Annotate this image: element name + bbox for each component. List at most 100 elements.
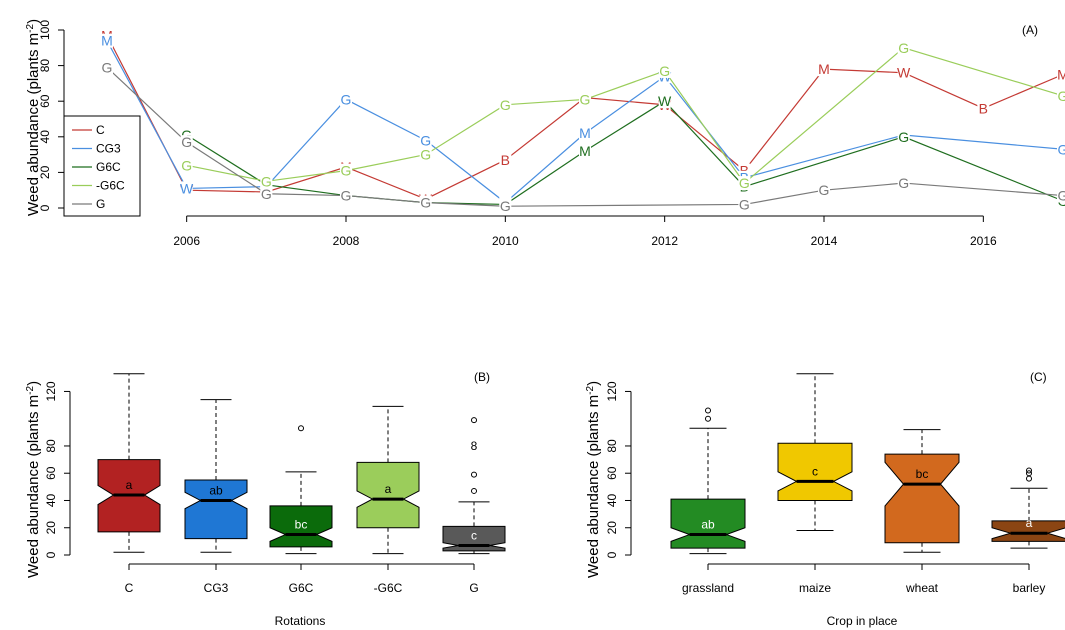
ytick-label: 40 <box>44 493 58 507</box>
data-point-marker: G <box>1058 88 1065 104</box>
panel-a-series: MWGMWBMWBMWBMMWGGGBMWBGGGGGGGMWBGGGGGGGG… <box>101 27 1065 214</box>
panel-c-boxes: ab c bc a <box>670 373 1065 555</box>
significance-letter: c <box>471 528 477 542</box>
outlier-point <box>705 407 711 414</box>
data-point-marker: G <box>898 129 909 145</box>
xtick-label: maize <box>799 581 831 595</box>
xtick-label: -G6C <box>374 581 403 595</box>
outlier-label: 8 <box>471 439 478 453</box>
series-line-path <box>106 66 1064 207</box>
ytick-label: 20 <box>605 521 619 535</box>
point-marker-bg <box>340 188 352 203</box>
data-point-marker: G <box>102 59 113 75</box>
ytick-label: 120 <box>44 381 58 401</box>
data-point-marker: W <box>180 180 194 196</box>
panel-c-boxplot: Weed abundance (plants m-2) (C) Crop in … <box>585 370 1065 628</box>
point-marker-bg <box>499 152 512 167</box>
ytick-label: 0 <box>44 551 58 558</box>
data-point-marker: M <box>1057 67 1065 83</box>
data-point-marker: G <box>420 132 431 148</box>
outlier-point <box>705 415 711 422</box>
panel-c-ylabel: Weed abundance (plants m-2) <box>585 381 603 578</box>
legend-label: -G6C <box>96 179 125 193</box>
point-marker-bg <box>738 197 751 212</box>
point-marker-bg <box>579 144 591 159</box>
box-body <box>184 479 248 540</box>
box-g6c: bc <box>269 425 333 555</box>
series-G-line: GGG G G G GG GG <box>101 59 1065 214</box>
ytick-label: 60 <box>605 466 619 480</box>
data-point-marker: G <box>739 175 750 191</box>
significance-letter: bc <box>916 467 929 481</box>
panel-a-xtick-label: 2008 <box>333 234 360 248</box>
xtick-label: G6C <box>289 581 314 595</box>
data-point-marker: G <box>181 157 192 173</box>
point-marker-bg <box>419 133 432 148</box>
data-point-marker: W <box>897 65 911 81</box>
point-marker-bg <box>579 126 591 141</box>
data-point-marker: M <box>818 61 830 77</box>
legend-label: G <box>96 197 105 211</box>
point-marker-bg <box>499 97 512 112</box>
point-marker-bg <box>340 92 352 107</box>
data-point-marker: B <box>979 100 988 116</box>
point-marker-bg <box>180 135 193 150</box>
panel-a-ytick-label: 60 <box>38 94 52 108</box>
outlier-point <box>471 471 477 478</box>
panel-a-axes: 0 20 40 60 80 100 2006 2008 2010 2012 2014 2016 <box>38 20 997 248</box>
box-body <box>269 505 333 548</box>
xtick-label: C <box>125 581 134 595</box>
data-point-marker: G <box>739 196 750 212</box>
box-body <box>884 453 960 544</box>
point-marker-bg <box>897 65 910 80</box>
data-point-marker: G <box>898 175 909 191</box>
outlier-point <box>1026 467 1032 474</box>
data-point-marker: G <box>341 163 352 179</box>
point-marker-bg <box>1057 67 1065 82</box>
xtick-label: grassland <box>682 581 734 595</box>
data-point-marker: W <box>658 93 672 109</box>
significance-letter: c <box>812 464 818 478</box>
outlier-point <box>1026 470 1032 477</box>
point-marker-bg <box>180 158 193 173</box>
ytick-label: 80 <box>44 439 58 453</box>
point-marker-bg <box>579 92 591 107</box>
data-point-marker: G <box>420 147 431 163</box>
point-marker-bg <box>738 176 751 191</box>
point-marker-bg <box>1057 188 1065 203</box>
outlier-point <box>298 425 304 432</box>
panel-b-xlabel: Rotations <box>275 614 326 628</box>
point-marker-bg <box>897 40 910 55</box>
panel-a-xtick-label: 2006 <box>173 234 200 248</box>
ytick-label: 0 <box>605 551 619 558</box>
panel-a-ytick-label: 80 <box>38 59 52 73</box>
panel-a-xtick-label: 2010 <box>492 234 519 248</box>
panel-a-ylabel: Weed abundance (plants m-2) <box>25 19 43 216</box>
ytick-label: 120 <box>605 381 619 401</box>
box-body <box>777 442 853 501</box>
outlier-point <box>1026 475 1032 482</box>
point-marker-bg <box>658 63 671 78</box>
point-marker-bg <box>340 163 352 178</box>
significance-letter: ab <box>209 483 223 497</box>
significance-letter: a <box>1026 516 1033 530</box>
box-maize: c <box>777 373 853 531</box>
data-point-marker: G <box>420 195 431 211</box>
panel-a-tag: (A) <box>1022 23 1038 37</box>
panel-a-ytick-label: 40 <box>38 130 52 144</box>
panel-a-xtick-label: 2012 <box>651 234 678 248</box>
significance-letter: bc <box>295 518 308 532</box>
data-point-marker: G <box>898 40 909 56</box>
panel-a-line-chart: Weed abundance (plants m-2) (A) 0 20 40 60 8… <box>25 19 1065 248</box>
panel-a-xtick-label: 2014 <box>811 234 838 248</box>
data-point-marker: M <box>101 33 113 49</box>
data-point-marker: G <box>500 198 511 214</box>
point-marker-bg <box>260 174 273 189</box>
panel-b-tag: (B) <box>474 370 490 384</box>
series-line-path <box>186 47 1064 184</box>
point-marker-bg <box>419 195 432 210</box>
point-marker-bg <box>101 33 113 48</box>
box-g: 8c <box>442 417 506 555</box>
